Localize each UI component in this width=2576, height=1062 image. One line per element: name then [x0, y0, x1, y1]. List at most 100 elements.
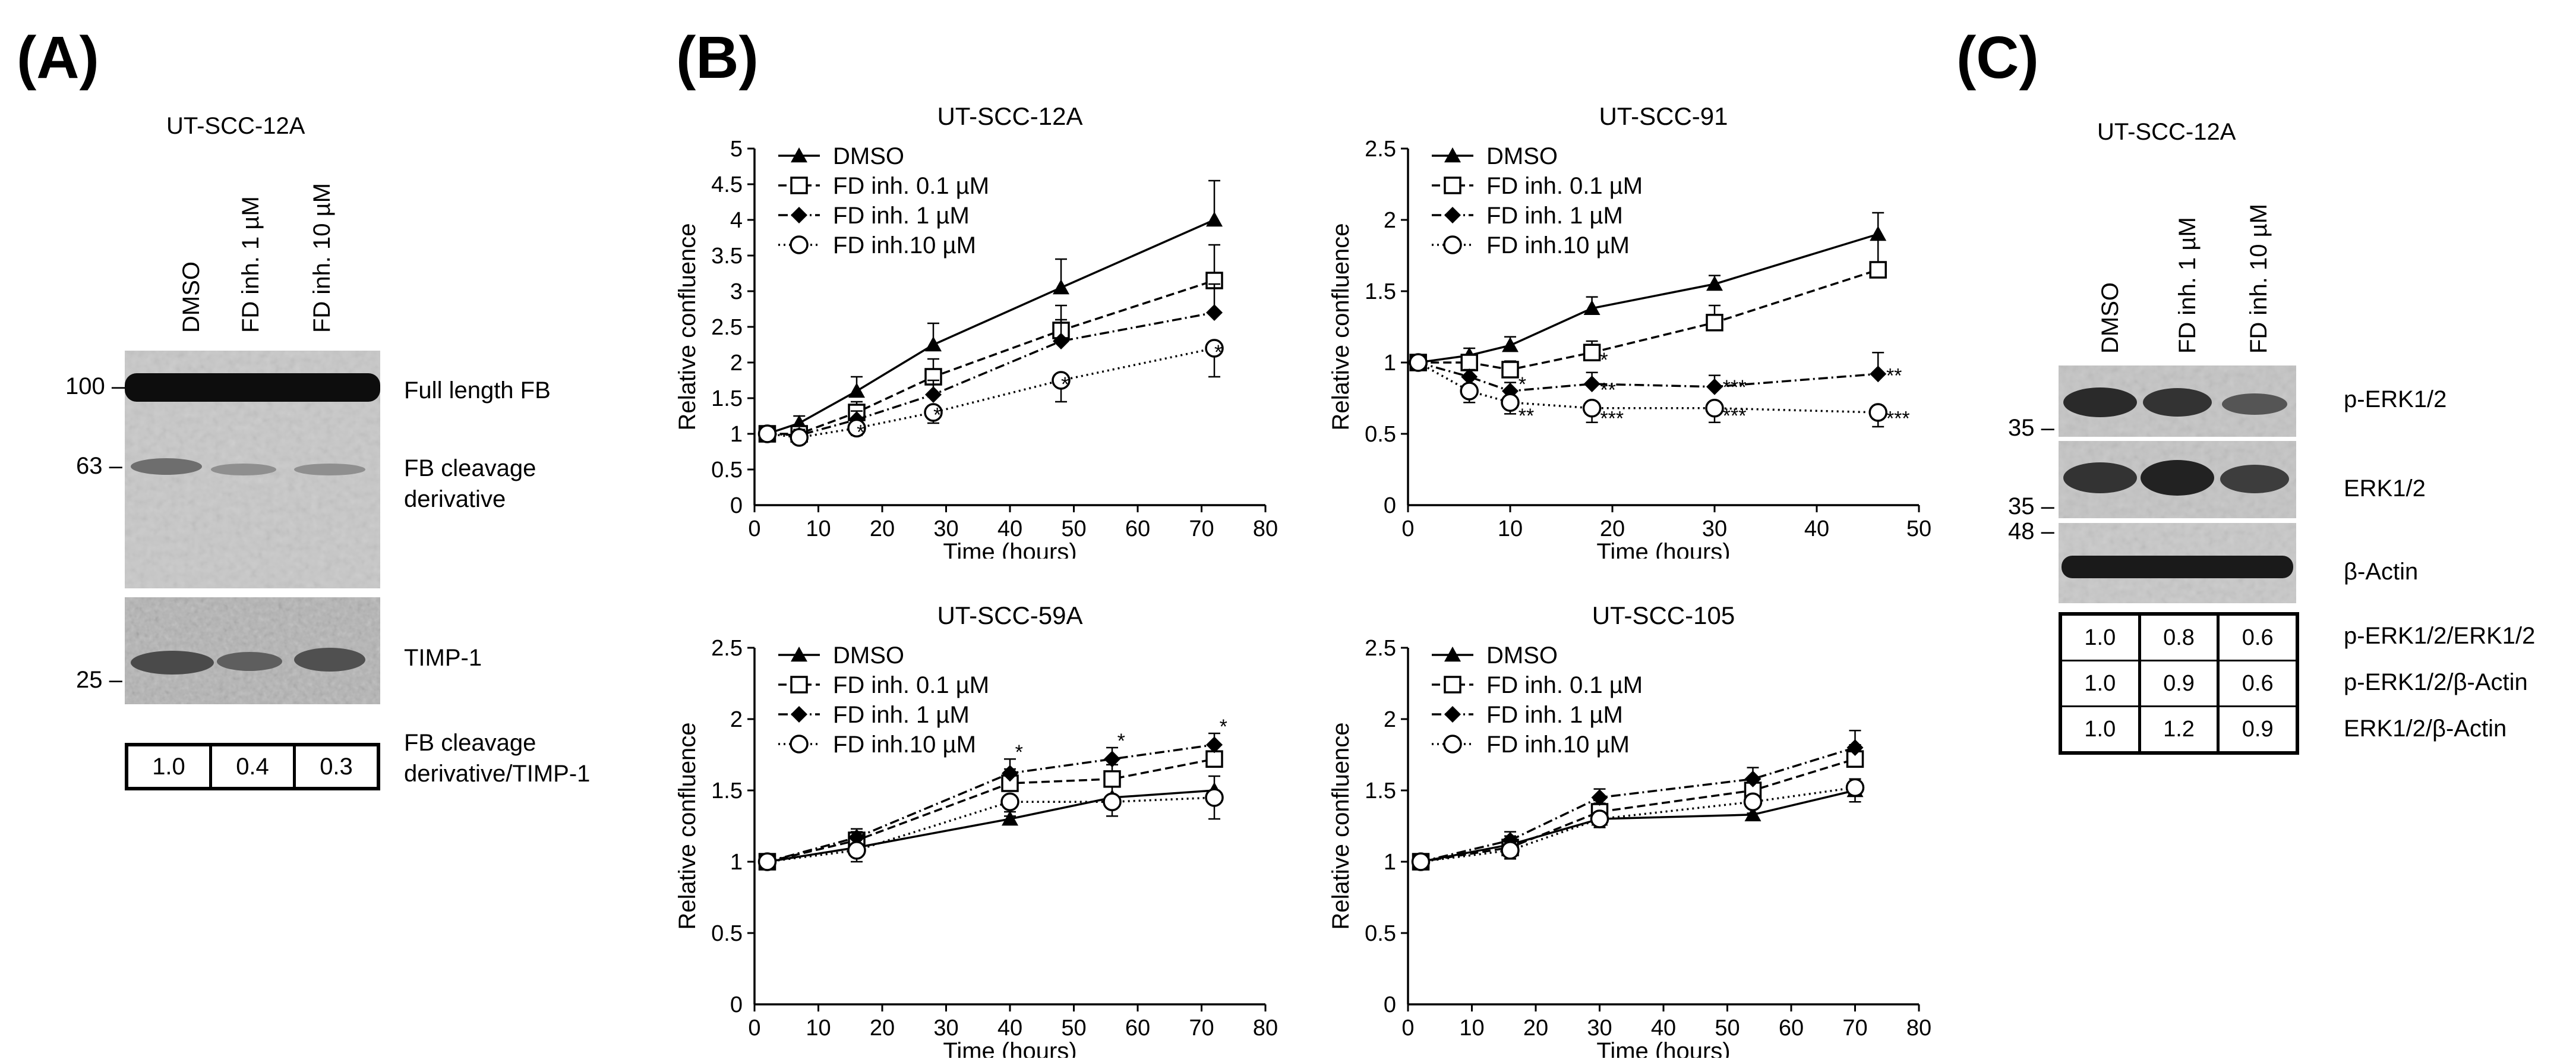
data-point	[1705, 399, 1724, 418]
data-point	[1206, 304, 1223, 321]
quant-row-label: p-ERK1/2/ERK1/2	[2344, 623, 2536, 649]
panel-c-letter: (C)	[1956, 24, 2039, 91]
quant-row-label: ERK1/2/β-Actin	[2344, 716, 2507, 742]
quant-label-line2: derivative/TIMP-1	[404, 761, 591, 787]
blot-p-erk	[2059, 365, 2296, 437]
quant-cell: 0.6	[2242, 670, 2274, 696]
panel-a-blot-lower	[125, 597, 380, 704]
series-3	[757, 339, 1224, 447]
y-tick-label: 2.5	[1365, 137, 1396, 162]
x-tick-label: 0	[748, 1016, 760, 1041]
x-tick-label: 10	[806, 516, 831, 541]
data-point	[1053, 333, 1069, 349]
legend-label: FD inh. 0.1 µM	[833, 173, 989, 199]
data-point	[757, 852, 777, 871]
y-tick-label: 2.5	[711, 315, 743, 340]
series-2	[759, 283, 1223, 444]
x-tick-label: 40	[997, 516, 1022, 541]
lane-label: FD inh. 1 µM	[2174, 217, 2201, 354]
y-tick-label: 2	[1384, 208, 1396, 233]
legend-label: FD inh. 0.1 µM	[1486, 672, 1643, 698]
significance-mark: ***	[1723, 376, 1747, 399]
data-point	[1205, 339, 1224, 358]
y-tick-label: 2.5	[711, 636, 743, 661]
x-tick-label: 10	[1498, 516, 1523, 541]
series-3	[1409, 353, 1887, 428]
x-tick-label: 50	[1061, 516, 1086, 541]
legend-marker	[1444, 207, 1461, 223]
mw-marker-100: 100 –	[65, 373, 125, 399]
x-tick-label: 0	[1401, 1016, 1414, 1041]
y-tick-label: 0.5	[711, 458, 743, 483]
chart-title: UT-SCC-91	[1599, 102, 1728, 130]
legend-marker	[791, 706, 807, 723]
data-point	[1501, 393, 1520, 412]
panel-a-quant-table: 1.0 0.4 0.3	[125, 743, 380, 790]
legend-label: FD inh.10 µM	[1486, 732, 1630, 758]
quant-row: 1.0 0.9 0.6	[2062, 661, 2296, 707]
y-tick-label: 1.5	[1365, 279, 1396, 304]
y-tick-label: 3	[730, 279, 743, 304]
data-point	[1411, 852, 1431, 871]
y-tick-label: 0.5	[1365, 921, 1396, 946]
y-tick-label: 2	[1384, 707, 1396, 732]
data-point	[1460, 382, 1479, 401]
x-tick-label: 60	[1125, 516, 1150, 541]
significance-mark: **	[1519, 405, 1534, 427]
legend-marker	[790, 235, 809, 254]
x-tick-label: 80	[1253, 1016, 1278, 1041]
legend-marker	[1444, 177, 1461, 194]
series-0	[759, 179, 1223, 441]
series-line	[1420, 786, 1855, 863]
legend-marker	[1443, 235, 1462, 254]
panel-a-letter: (A)	[17, 24, 99, 91]
lane-label: DMSO	[178, 261, 204, 333]
legend-marker	[790, 676, 808, 694]
chart-ut-scc-59a: UT-SCC-59A 0.5 1 1.5 2 2.5 0 10 20 30 40 50 60 70 80 0 T…	[674, 601, 1278, 1058]
data-point	[1206, 736, 1223, 754]
data-point	[1583, 300, 1600, 315]
legend-marker	[790, 177, 808, 194]
significance-mark: **	[1886, 365, 1902, 387]
y-tick-label: 1	[1384, 351, 1396, 376]
y-tick-label: 3.5	[711, 244, 743, 269]
quant-cell: 1.0	[2062, 661, 2141, 705]
data-point	[1409, 353, 1428, 372]
chart-title: UT-SCC-59A	[937, 601, 1082, 629]
y-tick-label: 2	[730, 351, 743, 376]
y-tick-label: 0	[730, 493, 743, 518]
quant-cell: 0.3	[320, 753, 353, 780]
lane-label: FD inh. 10 µM	[2246, 203, 2272, 354]
x-tick-label: 70	[1189, 516, 1214, 541]
x-tick-label: 40	[1804, 516, 1829, 541]
x-axis-label: Time (hours)	[943, 1038, 1077, 1058]
significance-mark: *	[1220, 716, 1227, 738]
data-point	[1845, 778, 1865, 797]
quant-row-label: p-ERK1/2/β-Actin	[2344, 669, 2528, 695]
significance-mark: ***	[1723, 405, 1747, 427]
data-point	[1706, 378, 1723, 395]
panel-b-letter: (B)	[676, 24, 759, 91]
data-point	[1868, 403, 1887, 422]
series-line	[1418, 361, 1879, 392]
blot-actin	[2059, 523, 2296, 603]
quant-row: 1.0 0.8 0.6	[2062, 616, 2296, 661]
data-point	[1205, 750, 1223, 768]
data-point	[1104, 751, 1120, 768]
data-point	[1590, 809, 1609, 828]
y-tick-label: 1	[1384, 850, 1396, 875]
data-point	[925, 336, 942, 352]
y-tick-label: 1	[730, 850, 743, 875]
legend-marker	[1444, 147, 1461, 163]
legend-label: FD inh.10 µM	[1486, 232, 1630, 259]
data-point	[847, 418, 866, 438]
significance-mark: **	[1600, 379, 1615, 402]
x-axis-label: Time (hours)	[943, 539, 1077, 559]
chart-ut-scc-105: UT-SCC-105 0.5 1 1.5 2 2.5 0 10 20 30 40 50 60 70 80 0 T…	[1328, 601, 1931, 1058]
quant-cell: 1.2	[2141, 707, 2220, 751]
significance-mark: *	[1214, 341, 1222, 364]
series-0	[759, 775, 1223, 869]
y-tick-label: 2	[730, 707, 743, 732]
series-2	[1410, 351, 1887, 399]
mw-marker-35-top: 35 –	[2008, 415, 2054, 441]
